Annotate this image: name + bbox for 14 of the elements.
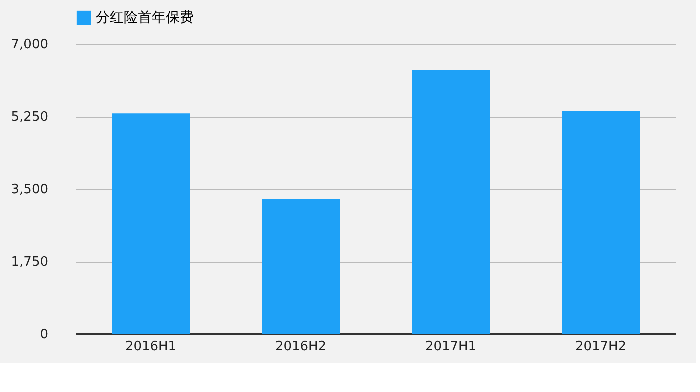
- x-tick-label: 2017H1: [425, 340, 477, 354]
- legend-label: 分红险首年保费: [96, 10, 194, 26]
- y-tick-label: 3,500: [11, 182, 48, 198]
- x-tick-label: 2016H1: [125, 340, 177, 354]
- x-tick-label: 2017H2: [575, 340, 627, 354]
- y-tick-label: 1,750: [11, 255, 48, 270]
- y-tick-label: 7,000: [11, 38, 48, 52]
- bar: [412, 70, 490, 334]
- bar: [112, 114, 190, 334]
- bar: [562, 111, 640, 334]
- bar: [262, 199, 340, 334]
- y-tick-label: 0: [40, 328, 48, 342]
- x-tick-label: 2016H2: [275, 340, 327, 354]
- y-tick-label: 5,250: [11, 110, 48, 125]
